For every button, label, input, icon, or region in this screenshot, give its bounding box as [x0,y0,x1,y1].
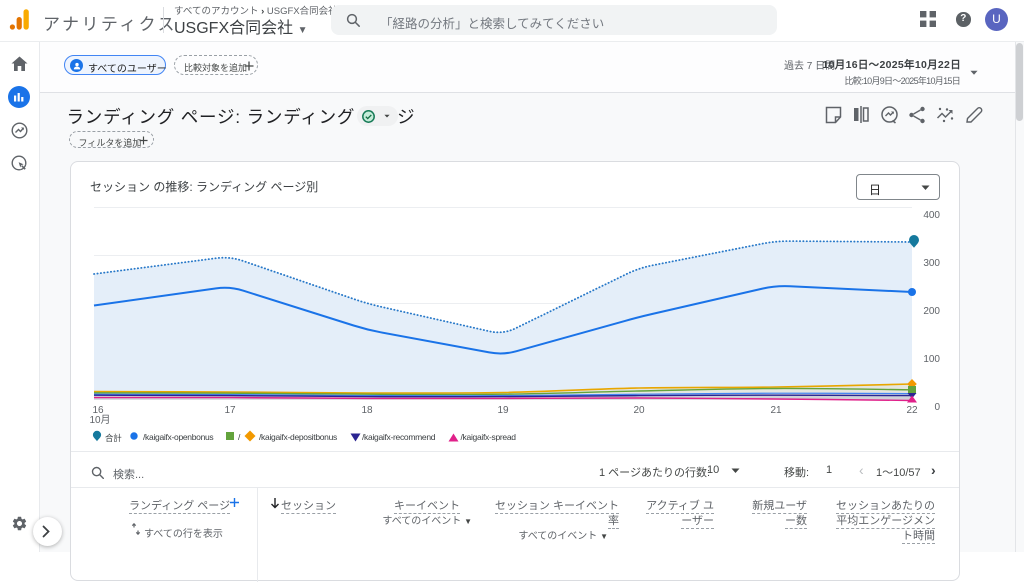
svg-text:20: 20 [633,405,645,416]
svg-text:21: 21 [770,405,782,416]
svg-text:0: 0 [934,402,940,413]
svg-text:10月: 10月 [89,414,110,426]
svg-text:16: 16 [92,405,104,416]
svg-text:200: 200 [923,306,940,317]
svg-text:22: 22 [906,405,918,416]
svg-text:17: 17 [224,405,236,416]
svg-text:300: 300 [923,258,940,269]
svg-text:100: 100 [923,354,940,365]
svg-text:18: 18 [361,405,373,416]
svg-text:19: 19 [497,405,509,416]
svg-text:400: 400 [923,210,940,221]
